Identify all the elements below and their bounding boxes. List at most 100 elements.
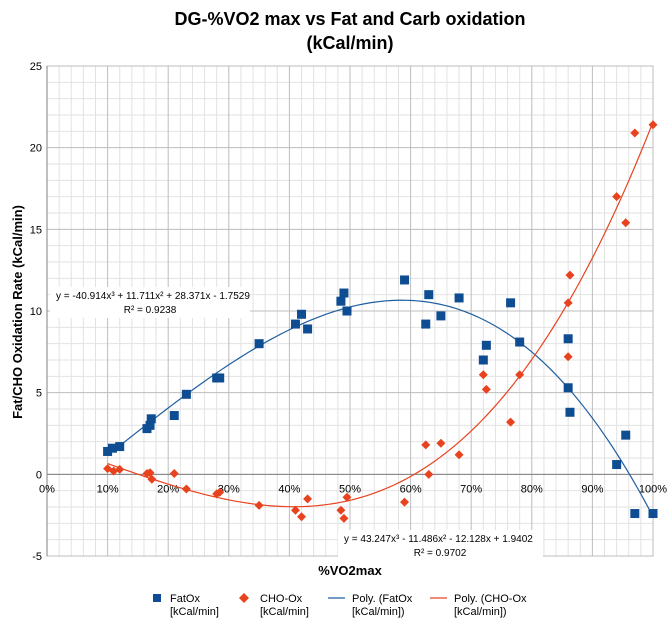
x-tick-label: 60% [400,483,422,495]
chook-point [648,120,658,130]
chook-point [303,494,313,504]
fatox-point [169,411,179,421]
legend-marker-fatox [153,594,161,602]
x-axis-label: %VO2max [318,563,382,578]
chook-point [215,487,225,497]
chook-point [297,512,307,522]
chook-point [290,505,300,515]
x-tick-label: 40% [278,483,300,495]
legend-label-fatox-line-2: [kCal/min] [170,606,219,618]
legend-item-cho-trendline: Poly. (CHO-Ox [kCal/min]) [430,593,527,618]
fatox-point [612,460,622,470]
cho-trendline [107,121,654,508]
chook-point [612,192,622,202]
fatox-point [254,339,264,349]
x-tick-label: 20% [157,483,179,495]
y-tick-label: -5 [32,551,42,563]
fatox-point [563,334,573,344]
fatox-point [454,293,464,303]
chook-point [621,218,631,228]
chook-point [145,468,155,478]
chook-point [339,513,349,523]
chook-point [563,298,573,308]
fatox-point [630,509,640,519]
x-tick-label: 0% [39,483,55,495]
x-tick-label: 100% [639,483,667,495]
fatox-point [215,373,225,383]
fatox-point [478,355,488,365]
fatox-point [336,296,346,306]
y-tick-label: 20 [30,143,42,155]
legend-item-chook: CHO-Ox [kCal/min] [239,593,309,618]
chook-point [506,417,516,427]
cho-trendline-equation-box: y = 43.247x³ - 11.486x² - 12.128x + 1.94… [338,530,543,561]
trendlines [107,121,654,517]
y-tick-label: 25 [30,61,42,73]
fatox-point [515,337,525,347]
legend-label-fat-trendline-line-1: Poly. (FatOx [352,593,413,605]
chook-point [563,352,573,362]
legend-item-fatox: FatOx [kCal/min] [153,593,219,618]
fat-trendline [107,299,654,517]
chook-point [515,370,525,380]
chart-title-line-2: (kCal/min) [306,33,393,53]
legend-label-cho-trendline-line-1: Poly. (CHO-Ox [454,593,527,605]
x-tick-label: 90% [581,483,603,495]
legend-marker-chook [239,593,249,603]
fatox-point [400,275,410,285]
chart-title-line-1: DG-%VO2 max vs Fat and Carb oxidation [174,9,525,29]
chook-point [436,438,446,448]
fat-trendline-r-squared: R² = 0.9238 [124,305,177,316]
legend-label-chook-line-2: [kCal/min] [260,606,309,618]
chook-point [424,469,434,479]
chook-point [478,370,488,380]
chook-point [169,469,179,479]
chook-point [481,384,491,394]
cho-trendline-equation: y = 43.247x³ - 11.486x² - 12.128x + 1.94… [344,534,533,545]
fatox-point [181,389,191,399]
chook-point [565,270,575,280]
fatox-point [436,311,446,321]
fatox-point [303,324,313,334]
x-tick-label: 10% [97,483,119,495]
y-tick-label: 5 [36,388,42,400]
x-tick-label: 70% [460,483,482,495]
fatox-point [107,443,117,453]
legend-label-chook-line-1: CHO-Ox [260,593,303,605]
cho-trendline-r-squared: R² = 0.9702 [414,548,467,559]
fat-trendline-equation-box: y = -40.914x³ + 11.711x² + 28.371x - 1.7… [50,287,250,318]
chook-point [181,484,191,494]
x-tick-label: 80% [521,483,543,495]
chook-point [421,440,431,450]
legend-label-fatox-line-1: FatOx [170,593,200,605]
fatox-point [103,446,113,456]
fat-trendline-equation: y = -40.914x³ + 11.711x² + 28.371x - 1.7… [56,291,250,302]
chook-point [400,497,410,507]
chook-point [336,505,346,515]
legend-label-cho-trendline-line-2: [kCal/min]) [454,606,507,618]
fatox-point [565,407,575,417]
legend: FatOx [kCal/min] CHO-Ox [kCal/min] Poly.… [153,593,527,618]
chook-point [254,500,264,510]
legend-label-fat-trendline-line-2: [kCal/min]) [352,606,405,618]
data-points [103,120,658,523]
fatox-point [424,290,434,300]
chook-point [630,128,640,138]
x-tick-label: 50% [339,483,361,495]
fatox-point [481,340,491,350]
fatox-point [297,309,307,319]
fatox-point [145,420,155,430]
chook-point [342,492,352,502]
fatox-point [290,319,300,329]
fatox-point [506,298,516,308]
fatox-point [342,306,352,316]
y-axis-label: Fat/CHO Oxidation Rate (kCal/min) [10,205,25,419]
chook-point [147,474,157,484]
chook-point [454,450,464,460]
chook-point [115,464,125,474]
y-tick-label: 15 [30,224,42,236]
fatox-point [146,414,156,424]
legend-item-fat-trendline: Poly. (FatOx [kCal/min]) [328,593,413,618]
y-tick-label: 0 [36,469,42,481]
